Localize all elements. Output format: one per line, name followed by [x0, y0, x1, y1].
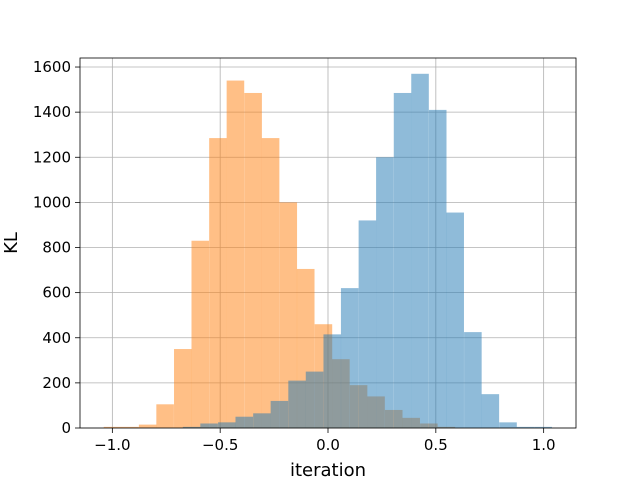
histogram-bar	[279, 202, 298, 428]
y-tick-label: 1600	[33, 58, 71, 76]
histogram-bar	[121, 426, 139, 428]
histogram-bar	[270, 400, 289, 428]
y-tick-label: 1400	[33, 103, 71, 121]
histogram-bar	[481, 394, 500, 428]
histogram-bar	[446, 212, 464, 428]
histogram-bar	[428, 109, 447, 428]
histogram-bar	[376, 157, 394, 428]
histogram-bar	[138, 424, 157, 428]
x-tick-label: −1.0	[94, 436, 130, 454]
histogram-bar	[200, 423, 218, 428]
histogram-bar	[464, 332, 482, 428]
y-tick-label: 0	[61, 419, 71, 437]
histogram-bar	[156, 404, 174, 428]
histogram-bar	[393, 92, 412, 428]
y-tick-label: 1000	[33, 193, 71, 211]
histogram-bar	[420, 423, 438, 428]
histogram-bar	[261, 138, 280, 428]
histogram-bar	[323, 334, 342, 428]
y-axis-label: KL	[1, 232, 22, 254]
y-tick-label: 400	[42, 329, 71, 347]
x-axis-label: iteration	[290, 460, 366, 480]
histogram-bar	[516, 426, 535, 428]
histogram-bar	[411, 73, 429, 428]
x-tick-label: −0.5	[202, 436, 238, 454]
histogram-bar	[103, 426, 122, 428]
histogram-bar	[218, 422, 236, 428]
histogram-bar	[209, 138, 227, 428]
histogram-bar	[226, 80, 245, 428]
y-tick-label: 600	[42, 284, 71, 302]
histogram-bar	[253, 413, 271, 428]
histogram-bar	[244, 92, 262, 428]
histogram-bar	[499, 422, 517, 428]
x-tick-label: 0.0	[316, 436, 340, 454]
histogram-bar	[340, 288, 359, 428]
histogram-bar	[182, 426, 201, 428]
y-tick-label: 800	[42, 239, 71, 257]
histogram-bar	[191, 240, 210, 428]
histogram-bar	[235, 416, 254, 428]
histogram-bar	[358, 220, 377, 428]
histogram-bar	[534, 426, 552, 428]
histogram-bar	[305, 371, 324, 428]
histogram-bar	[288, 380, 306, 428]
histogram-bar	[174, 349, 192, 428]
histogram-series-1	[182, 73, 552, 428]
y-tick-label: 200	[42, 374, 71, 392]
x-tick-label: 1.0	[532, 436, 556, 454]
bars	[103, 73, 552, 428]
y-tick-label: 1200	[33, 148, 71, 166]
grid	[80, 58, 576, 429]
ticks: −1.0 −0.5 0.0 0.5 1.0 0 200 400 600 800 1000 1200 14…	[33, 58, 556, 454]
x-tick-label: 0.5	[424, 436, 448, 454]
